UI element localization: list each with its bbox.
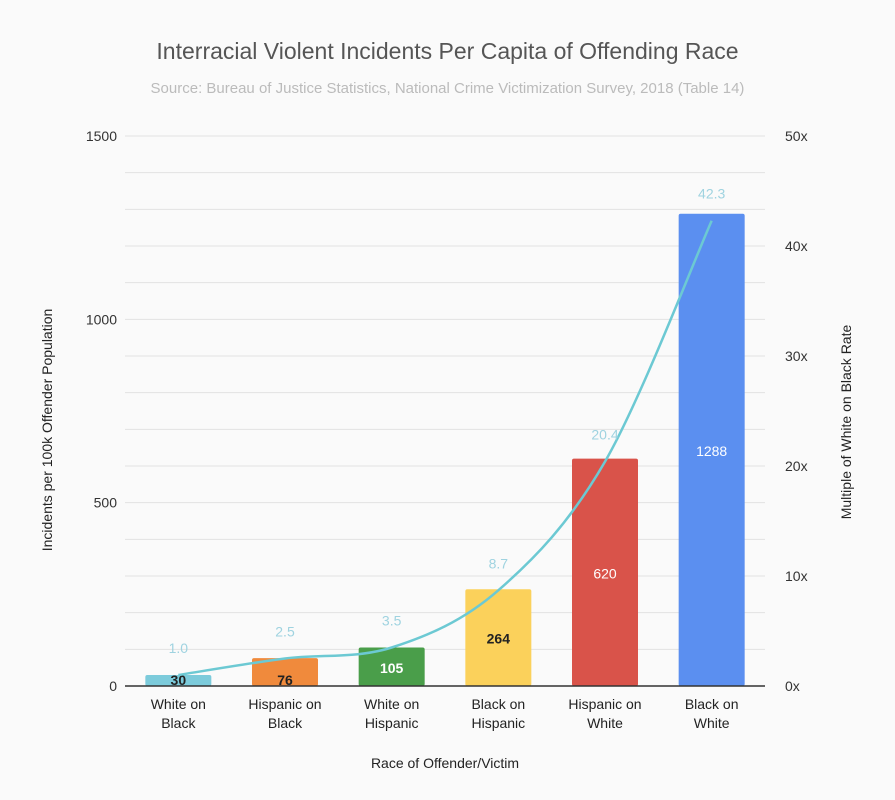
x-tick-label: Hispanic: [365, 715, 419, 731]
bar: [252, 658, 318, 686]
bar: [572, 458, 638, 686]
x-tick-label: Black: [161, 715, 196, 731]
chart-subtitle: Source: Bureau of Justice Statistics, Na…: [150, 80, 745, 97]
y2-tick-label: 30x: [785, 348, 808, 364]
y2-tick-label: 10x: [785, 568, 808, 584]
x-tick-label: Hispanic on: [248, 696, 321, 712]
bar-value-label: 76: [277, 672, 293, 688]
y2-tick-label: 0x: [785, 678, 800, 694]
x-tick-label: Hispanic: [471, 715, 525, 731]
line-data-label: 3.5: [382, 613, 402, 629]
bar: [145, 675, 212, 686]
x-tick-label: Hispanic on: [568, 696, 641, 712]
bar: [678, 213, 745, 686]
x-tick-label: White: [587, 715, 623, 731]
y-tick-label: 500: [94, 495, 118, 511]
bar-value-label: 620: [593, 565, 617, 581]
y-tick-label: 1500: [86, 128, 117, 144]
series-line: [178, 220, 713, 677]
line-data-label: 2.5: [275, 624, 295, 640]
bar-value-label: 264: [487, 631, 511, 647]
bar-value-label: 1288: [696, 443, 727, 459]
y2-tick-label: 50x: [785, 128, 808, 144]
bar: [465, 589, 532, 686]
line-data-label: 1.0: [169, 640, 189, 656]
line-data-label: 8.7: [489, 555, 509, 571]
bar: [358, 647, 425, 686]
x-tick-label: White on: [151, 696, 206, 712]
line-data-label: 20.4: [591, 427, 618, 443]
x-tick-label: White: [694, 715, 730, 731]
line-data-label: 42.3: [698, 186, 725, 202]
y2-tick-label: 20x: [785, 458, 808, 474]
y2-tick-label: 40x: [785, 238, 808, 254]
y-axis-title: Incidents per 100k Offender Population: [39, 309, 55, 552]
x-tick-label: Black on: [685, 696, 739, 712]
y2-axis-title: Multiple of White on Black Rate: [838, 325, 854, 520]
chart-title: Interracial Violent Incidents Per Capita…: [156, 38, 739, 64]
y-tick-label: 1000: [86, 311, 117, 327]
bar-value-label: 105: [380, 660, 404, 676]
y-tick-label: 0: [109, 678, 117, 694]
x-tick-label: Black: [268, 715, 303, 731]
x-axis-title: Race of Offender/Victim: [371, 755, 519, 771]
bar-value-label: 30: [171, 672, 187, 688]
x-tick-label: White on: [364, 696, 419, 712]
x-tick-label: Black on: [471, 696, 525, 712]
